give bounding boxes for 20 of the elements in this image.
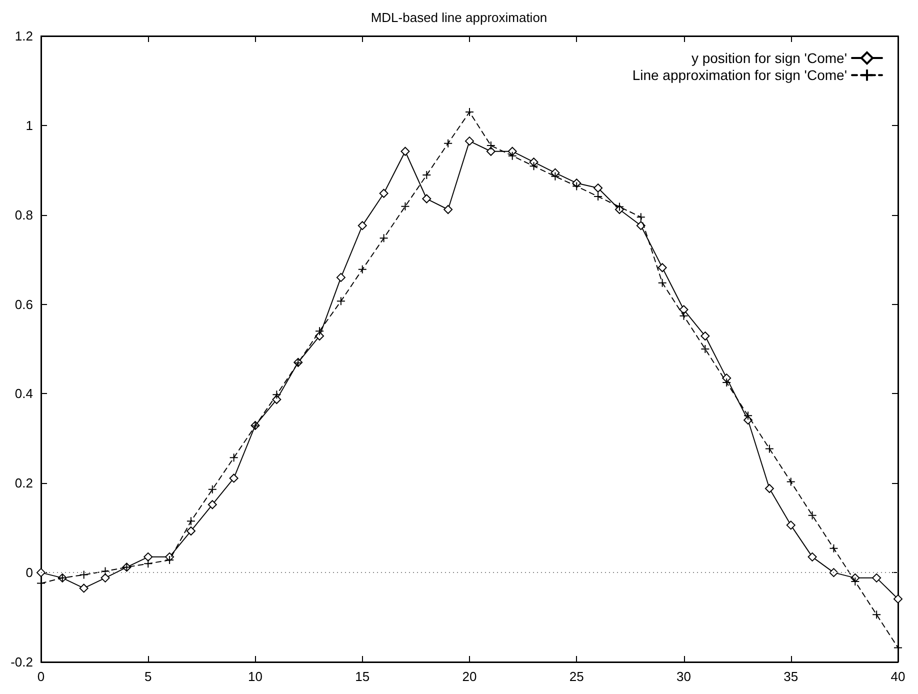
y-tick-label: 1 (26, 118, 33, 133)
y-tick-label: 0.6 (14, 296, 33, 312)
legend-label: y position for sign 'Come' (691, 50, 847, 66)
x-tick-label: 10 (248, 669, 262, 684)
x-tick-label: 40 (890, 669, 906, 684)
y-tick-label: -0.2 (10, 654, 33, 670)
y-tick-label: 0.8 (14, 207, 33, 222)
x-tick-label: 20 (462, 669, 477, 684)
y-tick-label: 0.2 (14, 476, 33, 491)
y-tick-label: 0.4 (14, 386, 33, 402)
x-tick-label: 5 (144, 669, 152, 684)
x-tick-label: 15 (355, 669, 370, 684)
x-tick-label: 30 (676, 669, 691, 684)
x-tick-label: 0 (37, 669, 45, 684)
x-tick-label: 35 (784, 669, 798, 684)
legend-label: Line approximation for sign 'Come' (632, 67, 847, 84)
y-tick-label: 0 (26, 565, 33, 580)
x-tick-label: 25 (569, 669, 584, 684)
chart-title: MDL-based line approximation (370, 10, 548, 25)
y-tick-label: 1.2 (14, 28, 33, 44)
